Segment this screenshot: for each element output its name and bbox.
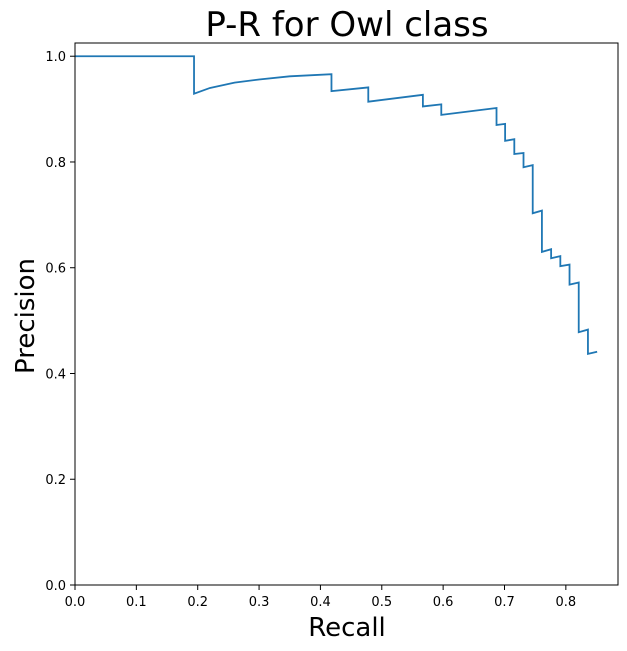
- x-axis: 0.0 0.1 0.2 0.3 0.4 0.5 0.6 0.7 0.8: [65, 585, 577, 610]
- plot-frame: [74, 42, 619, 586]
- y-tick-label: 0.2: [45, 473, 66, 488]
- x-tick-label: 0.1: [126, 595, 147, 610]
- y-tick-label: 0.4: [45, 367, 66, 382]
- chart-title: P-R for Owl class: [205, 5, 488, 45]
- y-axis: 0.0 0.2 0.4 0.6 0.8 1.0: [45, 50, 75, 594]
- x-tick-label: 0.5: [371, 595, 392, 610]
- pr-curve-line: [75, 55, 598, 356]
- y-axis-label: Precision: [11, 258, 41, 374]
- y-tick-label: 0.0: [45, 579, 66, 594]
- x-tick-label: 0.4: [310, 595, 331, 610]
- x-axis-label: Recall: [308, 613, 386, 643]
- x-tick-label: 0.6: [433, 595, 454, 610]
- y-tick-label: 0.6: [45, 262, 66, 277]
- x-tick-label: 0.7: [494, 595, 515, 610]
- x-tick-label: 0.8: [556, 595, 577, 610]
- y-tick-label: 1.0: [45, 50, 66, 65]
- x-tick-label: 0.3: [249, 595, 270, 610]
- x-tick-label: 0.2: [187, 595, 208, 610]
- y-tick-label: 0.8: [45, 156, 66, 171]
- x-tick-label: 0.0: [65, 595, 86, 610]
